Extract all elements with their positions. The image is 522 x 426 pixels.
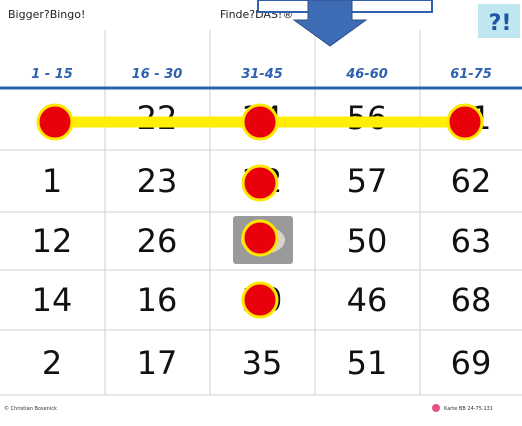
cell-number: 63 [451, 222, 492, 260]
footer-dot [432, 404, 440, 412]
cell-number: 17 [137, 344, 178, 382]
cell-number: 14 [32, 281, 73, 319]
marker[interactable] [38, 105, 72, 139]
cell-number: 57 [347, 162, 388, 200]
cell-number: 35 [242, 344, 283, 382]
cell-number: 46 [347, 281, 388, 319]
bingo-card: Bigger?Bingo! Finde?DAS!® ?! 1 - 1516 - … [0, 0, 522, 426]
cell-number: 69 [451, 344, 492, 382]
cell-number: 1 [42, 162, 62, 200]
card-title: Bigger?Bingo! [8, 8, 85, 21]
column-header: 61-75 [450, 67, 492, 82]
cell-number: 26 [137, 222, 178, 260]
column-header: 16 - 30 [132, 67, 183, 82]
marker[interactable] [243, 105, 277, 139]
marker[interactable] [243, 221, 277, 255]
marker[interactable] [243, 283, 277, 317]
column-header: 1 - 15 [31, 67, 73, 82]
cell-number: 12 [32, 222, 73, 260]
card-id: Karte BB 24-75.131 [444, 406, 493, 412]
marker[interactable] [243, 166, 277, 200]
cell-number: 51 [347, 344, 388, 382]
cell-number: 68 [451, 281, 492, 319]
cell-number: 23 [137, 162, 178, 200]
column-header: 31-45 [241, 67, 283, 82]
column-header: 46-60 [345, 67, 388, 82]
marker[interactable] [448, 105, 482, 139]
logo-text: ?! [489, 11, 512, 36]
cell-number: 2 [42, 344, 62, 382]
cell-number: 50 [347, 222, 388, 260]
cell-number: 62 [451, 162, 492, 200]
cell-number: 16 [137, 281, 178, 319]
copyright: © Christian Bosenick [4, 405, 57, 412]
